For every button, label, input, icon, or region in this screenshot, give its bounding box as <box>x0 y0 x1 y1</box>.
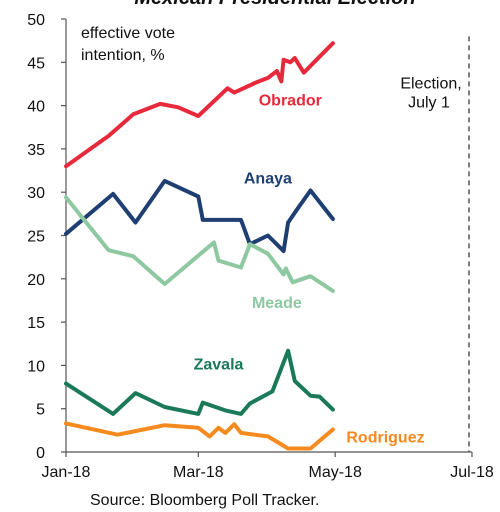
y-tick-label: 20 <box>27 272 45 289</box>
y-tick-label: 50 <box>27 12 45 29</box>
election-marker: Election, July 1 <box>400 36 470 452</box>
y-tick-label: 30 <box>27 185 45 202</box>
series-lines <box>64 41 335 451</box>
x-tick-label: Mar-18 <box>173 464 224 481</box>
election-label-line1: Election, <box>400 75 461 92</box>
y-tick-label: 0 <box>36 445 45 462</box>
y-tick-label: 10 <box>27 358 45 375</box>
axes: 0 5 10 15 20 25 30 35 40 45 50 Jan-18 Mar-18 May-18 Ju… <box>27 12 494 481</box>
series-label-anaya: Anaya <box>244 171 292 188</box>
election-label-line2: July 1 <box>408 94 450 111</box>
x-tick-label: Jan-18 <box>42 464 91 481</box>
series-label-meade: Meade <box>252 295 302 312</box>
x-tick-label: Jul-18 <box>450 464 494 481</box>
series-label-obrador: Obrador <box>259 93 322 110</box>
series-labels: Obrador Anaya Meade Zavala Rodriguez <box>194 93 425 447</box>
y-tick-label: 15 <box>27 315 45 332</box>
y-tick-label: 40 <box>27 99 45 116</box>
source-note: Source: Bloomberg Poll Tracker. <box>90 492 319 509</box>
series-label-zavala: Zavala <box>194 357 244 374</box>
series-line-meade <box>64 195 335 293</box>
series-line-rodriguez <box>64 421 335 451</box>
series-line-anaya <box>64 178 335 254</box>
series-label-rodriguez: Rodriguez <box>346 429 424 446</box>
y-axis-label: effective vote intention, % <box>81 25 175 64</box>
chart-title: Mexican Presidential Election <box>134 0 415 9</box>
series-line-obrador <box>64 41 335 169</box>
y-tick-label: 25 <box>27 229 45 246</box>
x-tick-label: May-18 <box>308 464 361 481</box>
y-axis-label-line2: intention, % <box>81 47 165 64</box>
y-tick-label: 35 <box>27 142 45 159</box>
y-tick-label: 5 <box>36 402 45 419</box>
y-tick-label: 45 <box>27 55 45 72</box>
y-axis-label-line1: effective vote <box>81 25 175 42</box>
series-line-zavala <box>64 348 335 416</box>
